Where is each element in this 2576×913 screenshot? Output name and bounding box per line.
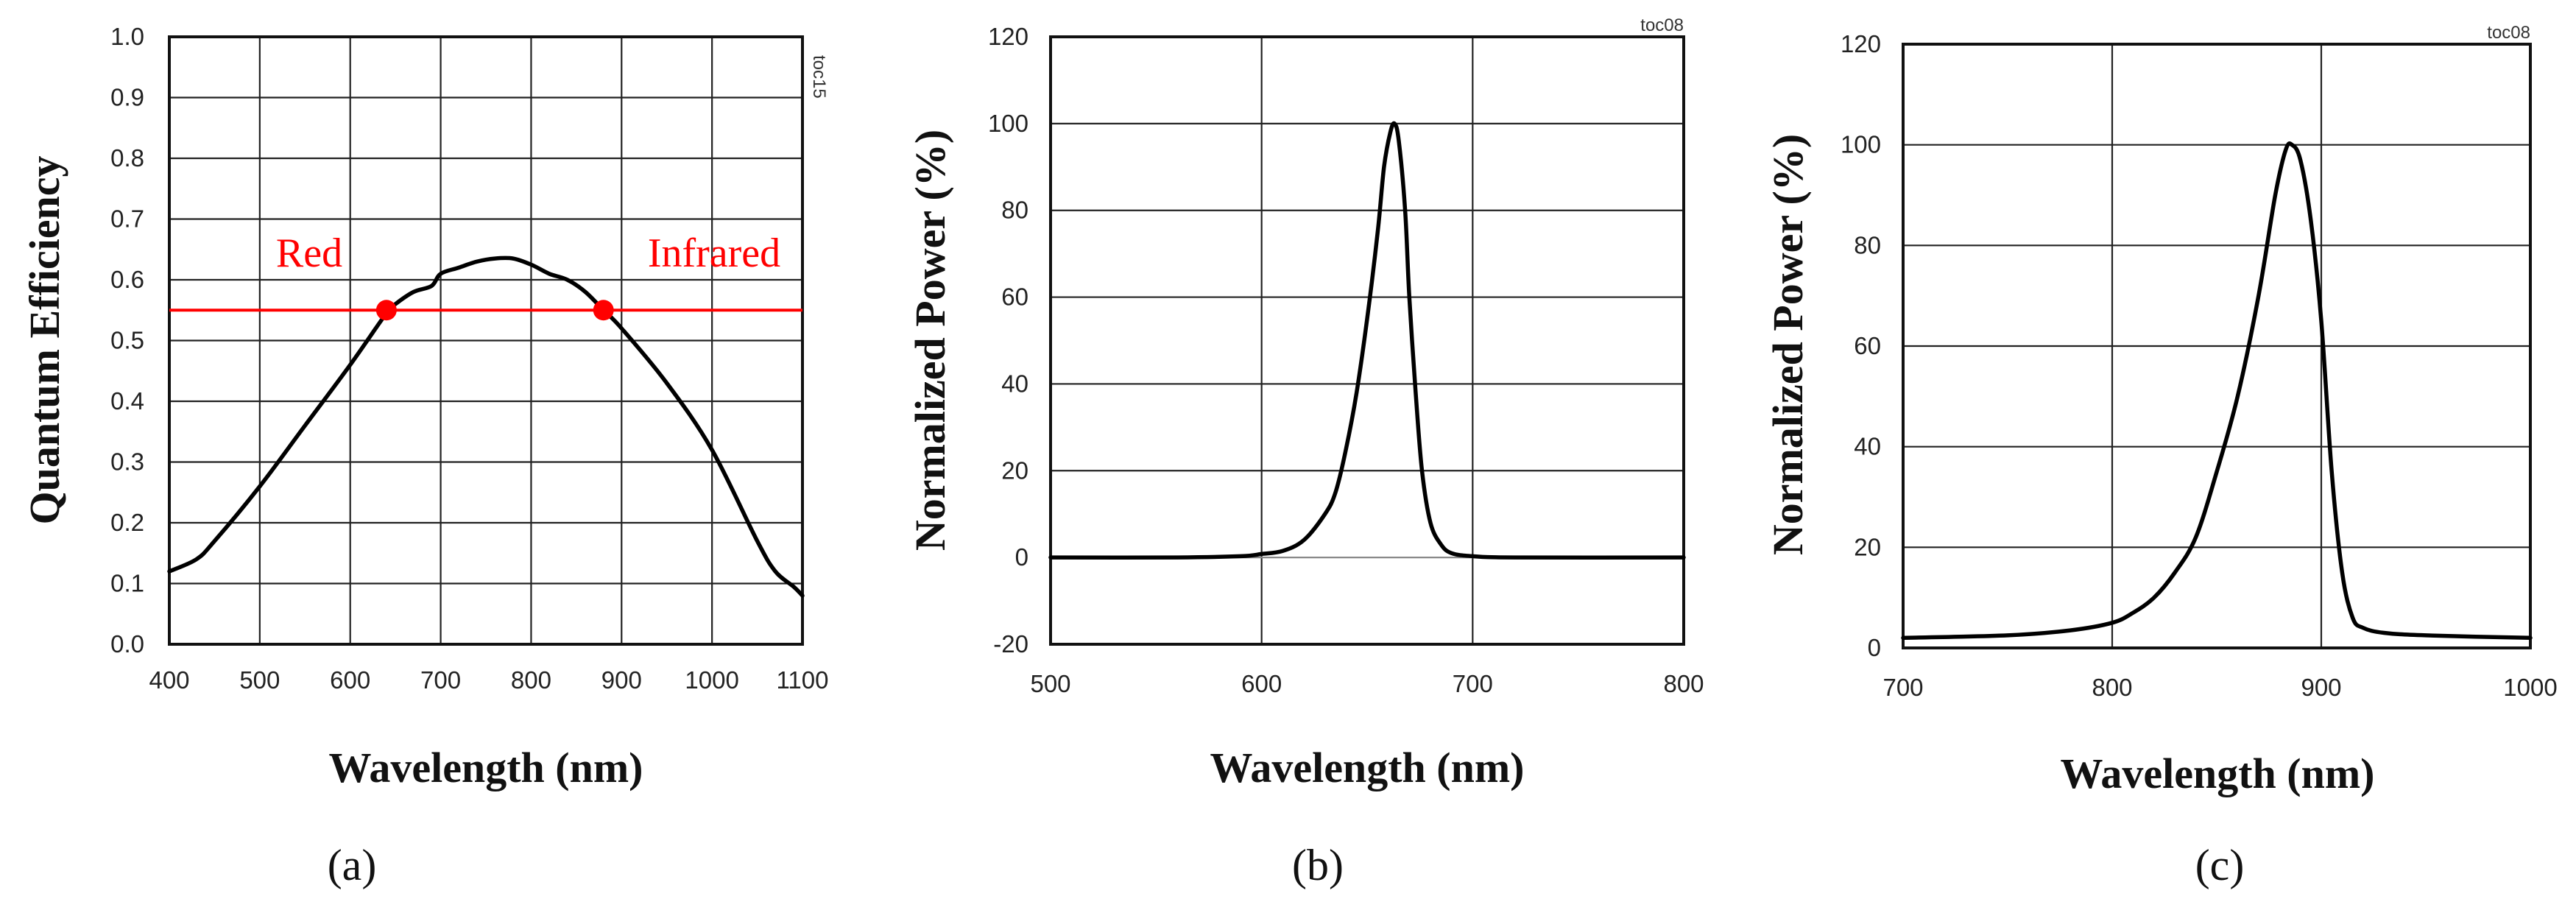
panel-c-y-tick-label: 60 xyxy=(1854,332,1881,359)
panel-a-y-tick-label: 0.9 xyxy=(110,84,144,111)
panel-b-y-tick-label: 100 xyxy=(988,110,1028,137)
panel-a-curve-group xyxy=(167,255,805,598)
panel-c-plot-frame xyxy=(1902,43,2532,649)
panel-b-y-tick-labels: -20 0 20 40 60 80 100 120 xyxy=(988,23,1028,658)
panel-a-y-tick-label: 0.0 xyxy=(110,630,144,658)
panel-b-x-tick-label: 500 xyxy=(1030,670,1070,697)
panel-b-label: (b) xyxy=(1292,841,1344,889)
panel-c-y-tick-label: 120 xyxy=(1841,30,1881,57)
panel-b-y-tick-label: 0 xyxy=(1015,543,1028,571)
panel-c-series-line xyxy=(1901,141,2533,641)
panel-a-annotation-infrared: Infrared xyxy=(648,230,780,276)
panel-a-x-tick-label: 1100 xyxy=(777,666,829,694)
panel-b-y-tick-label: 20 xyxy=(1001,456,1028,484)
panel-c-corner-tag: toc08 xyxy=(2487,23,2530,43)
panel-a-y-axis-title: Quantum Efficiency xyxy=(21,155,68,524)
panel-a-x-tick-label: 1000 xyxy=(685,666,738,694)
panel-c-x-axis-title: Wavelength (nm) xyxy=(2061,750,2375,797)
panel-a-gridlines xyxy=(169,37,802,644)
panel-a-x-tick-label: 400 xyxy=(149,666,189,694)
panel-a-y-tick-label: 0.6 xyxy=(110,266,144,293)
panel-a-x-tick-label: 500 xyxy=(239,666,280,694)
panel-a-x-tick-label: 700 xyxy=(420,666,461,694)
panel-c-x-tick-labels: 700 800 900 1000 xyxy=(1882,674,2557,701)
panel-a-annotation-red: Red xyxy=(276,230,342,276)
panel-b-series-line xyxy=(1048,121,1686,560)
panel-b-red-led-spectrum-chart: 500 600 700 800 -20 0 20 40 60 80 100 120 toc08 No… xyxy=(906,15,1704,889)
panel-b-x-tick-label: 700 xyxy=(1453,670,1493,697)
panel-c-x-tick-label: 700 xyxy=(1882,674,1923,701)
panel-a-x-tick-label: 800 xyxy=(511,666,551,694)
panel-a-y-tick-labels: 0.0 0.1 0.2 0.3 0.4 0.5 0.6 0.7 0.8 0.9 1.0 xyxy=(110,23,144,658)
panel-a-intersection-marker xyxy=(375,300,397,321)
panel-a-y-tick-label: 0.2 xyxy=(110,509,144,536)
panel-b-y-tick-label: 60 xyxy=(1001,283,1028,311)
panel-b-corner-tag: toc08 xyxy=(1640,15,1684,35)
panel-a-corner-tag: toc15 xyxy=(809,55,829,99)
panel-a-plot-frame xyxy=(168,35,804,646)
panel-c-x-tick-label: 900 xyxy=(2301,674,2341,701)
panel-c-y-tick-label: 40 xyxy=(1854,433,1881,460)
panel-a-series-line xyxy=(167,255,805,598)
panel-c-y-axis-title: Normalized Power (%) xyxy=(1764,134,1812,555)
panel-a-x-tick-label: 900 xyxy=(601,666,642,694)
panel-b-y-tick-label: 80 xyxy=(1001,197,1028,224)
panel-a-y-tick-label: 0.5 xyxy=(110,327,144,354)
panel-b-curve-group xyxy=(1048,121,1686,560)
panel-c-y-tick-labels: 0 20 40 60 80 100 120 xyxy=(1841,30,1881,661)
panel-a-y-tick-label: 0.4 xyxy=(110,387,144,415)
panel-c-curve-group xyxy=(1901,141,2533,641)
panel-b-y-axis-title: Normalized Power (%) xyxy=(906,130,954,551)
panel-a-y-tick-label: 1.0 xyxy=(110,23,144,50)
panel-a-label: (a) xyxy=(328,841,377,889)
panel-c-infrared-led-spectrum-chart: 700 800 900 1000 0 20 40 60 80 100 120 toc08 Norm… xyxy=(1764,23,2558,889)
panel-c-x-tick-label: 1000 xyxy=(2503,674,2557,701)
panel-b-x-tick-label: 800 xyxy=(1663,670,1704,697)
panel-b-x-axis-title: Wavelength (nm) xyxy=(1210,744,1525,792)
panel-c-x-tick-label: 800 xyxy=(2092,674,2132,701)
panel-c-gridlines xyxy=(1903,44,2530,648)
panel-a-y-tick-label: 0.1 xyxy=(110,570,144,597)
panel-b-y-tick-label: 120 xyxy=(988,23,1028,50)
panel-a-x-axis-title: Wavelength (nm) xyxy=(329,744,643,792)
panel-a-x-tick-labels: 400 500 600 700 800 900 1000 1100 xyxy=(149,666,828,694)
panel-a-y-tick-label: 0.8 xyxy=(110,144,144,172)
panel-c-y-tick-label: 100 xyxy=(1841,131,1881,158)
panel-a-y-tick-label: 0.7 xyxy=(110,205,144,233)
panel-b-y-tick-label: 40 xyxy=(1001,370,1028,397)
panel-b-y-tick-label: -20 xyxy=(993,630,1028,658)
panel-c-label: (c) xyxy=(2195,841,2245,889)
panel-a-x-tick-label: 600 xyxy=(330,666,370,694)
panel-c-y-tick-label: 0 xyxy=(1868,634,1881,661)
panel-a-quantum-efficiency-chart: 400 500 600 700 800 900 1000 1100 0.00.10.20.30… xyxy=(21,23,829,889)
panel-a-intersection-marker xyxy=(593,300,614,321)
panel-b-x-tick-label: 600 xyxy=(1241,670,1282,697)
panel-b-plot-frame xyxy=(1049,35,1685,646)
panel-a-markers xyxy=(375,300,614,321)
panel-a-y-tick-label: 0.3 xyxy=(110,448,144,476)
panel-c-y-tick-label: 80 xyxy=(1854,231,1881,258)
panel-b-gridlines xyxy=(1051,37,1684,644)
panel-b-x-tick-labels: 500 600 700 800 xyxy=(1030,670,1704,697)
panel-c-y-tick-label: 20 xyxy=(1854,533,1881,560)
